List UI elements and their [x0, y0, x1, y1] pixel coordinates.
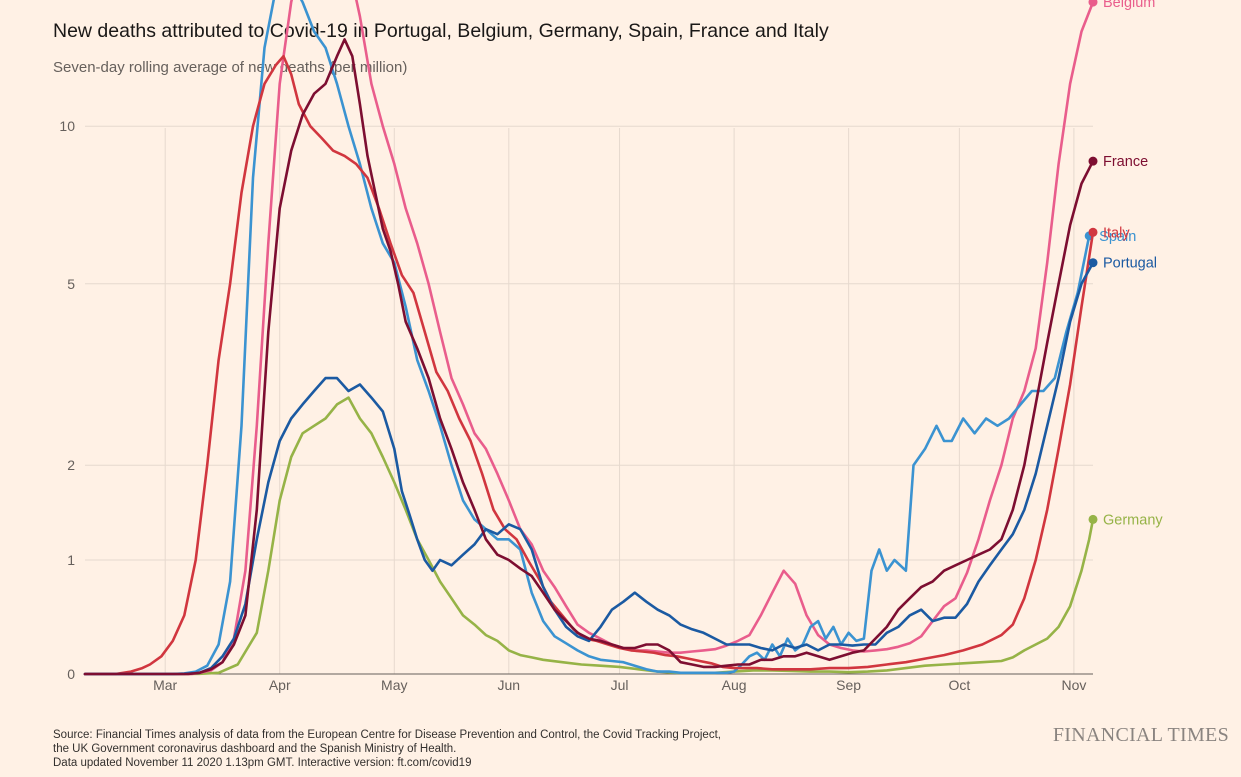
- x-tick-label: Jun: [498, 677, 521, 693]
- series-line-portugal: [83, 261, 1095, 676]
- series-portugal: Portugal: [83, 256, 1157, 676]
- y-tick-label: 0: [67, 666, 75, 682]
- source-line-1: Source: Financial Times analysis of data…: [53, 729, 721, 741]
- series-france: France: [83, 38, 1148, 676]
- series-germany: Germany: [83, 396, 1163, 676]
- series-italy: Italy: [83, 54, 1130, 676]
- ft-logo: FINANCIAL TIMES: [1052, 724, 1229, 746]
- x-tick-label: Nov: [1061, 677, 1086, 693]
- x-tick-label: May: [381, 677, 407, 693]
- series-label-spain: Spain: [1099, 229, 1136, 245]
- series-label-portugal: Portugal: [1103, 256, 1157, 272]
- series-end-dot-portugal: [1088, 258, 1098, 268]
- series-label-belgium: Belgium: [1103, 0, 1155, 11]
- series-line-spain: [83, 0, 1091, 676]
- chart-title: New deaths attributed to Covid-19 in Por…: [53, 20, 829, 42]
- x-tick-label: Apr: [269, 677, 291, 693]
- series-end-dot-italy: [1088, 227, 1098, 237]
- series-spain: Spain: [83, 0, 1136, 676]
- series-end-dot-france: [1088, 156, 1098, 166]
- y-tick-label: 2: [67, 457, 75, 473]
- source-line-2: the UK Government coronavirus dashboard …: [53, 743, 457, 755]
- y-tick-label: 10: [59, 118, 75, 134]
- x-tick-label: Sep: [836, 677, 861, 693]
- series-label-italy: Italy: [1103, 225, 1130, 241]
- series-line-france: [83, 38, 1095, 676]
- source-note: Source: Financial Times analysis of data…: [53, 728, 721, 770]
- series-end-dot-germany: [1088, 514, 1098, 524]
- x-tick-label: Aug: [722, 677, 747, 693]
- source-line-3: Data updated November 11 2020 1.13pm GMT…: [53, 757, 472, 769]
- x-tick-label: Mar: [153, 677, 177, 693]
- series-label-france: France: [1103, 154, 1148, 170]
- series-label-germany: Germany: [1103, 512, 1163, 528]
- y-tick-label: 1: [67, 552, 75, 568]
- series-end-dot-belgium: [1088, 0, 1098, 7]
- x-tick-label: Oct: [948, 677, 970, 693]
- x-tick-label: Jul: [611, 677, 629, 693]
- chart-subtitle: Seven-day rolling average of new deaths …: [53, 59, 408, 76]
- series-line-italy: [83, 54, 1095, 676]
- series-line-germany: [83, 396, 1095, 676]
- y-tick-label: 5: [67, 276, 75, 292]
